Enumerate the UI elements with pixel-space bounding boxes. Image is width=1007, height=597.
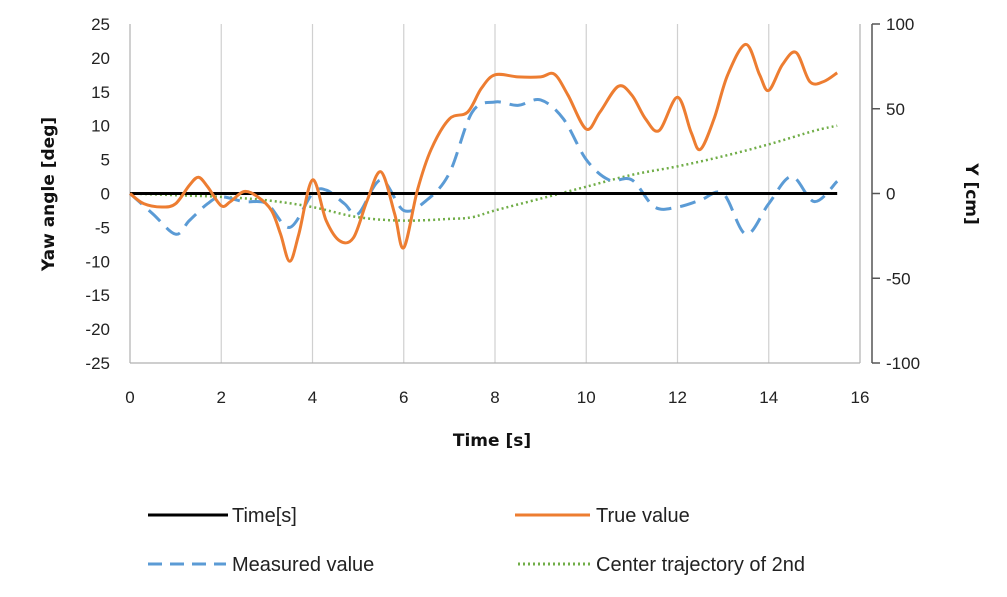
y-left-tick-label: -25 bbox=[85, 354, 110, 373]
y-right-tick-label: 100 bbox=[886, 15, 914, 34]
y-right-tick-label: 50 bbox=[886, 100, 905, 119]
y-left-tick-label: 15 bbox=[91, 83, 110, 102]
legend-label-time: Time[s] bbox=[232, 505, 297, 527]
x-tick-label: 10 bbox=[577, 388, 596, 407]
legend-label-measured-value: Measured value bbox=[232, 554, 374, 576]
x-tick-label: 16 bbox=[851, 388, 870, 407]
x-tick-label: 8 bbox=[490, 388, 499, 407]
y-right-tick-label: -50 bbox=[886, 269, 911, 288]
x-tick-label: 4 bbox=[308, 388, 317, 407]
series-line-true-value bbox=[129, 42, 839, 263]
y-left-tick-label: -10 bbox=[85, 252, 110, 271]
x-tick-label: 12 bbox=[668, 388, 687, 407]
tick-labels: 0 2 4 6 8 10 12 14 162520151050-5-10-15-20-25100… bbox=[85, 15, 920, 407]
x-tick-label: 0 bbox=[125, 388, 134, 407]
y-left-tick-label: 5 bbox=[101, 151, 110, 170]
legend-label-center-trajectory: Center trajectory of 2nd bbox=[596, 554, 805, 576]
y-left-tick-label: -15 bbox=[85, 286, 110, 305]
legend-label-true-value: True value bbox=[596, 505, 690, 527]
y-left-tick-label: 0 bbox=[101, 185, 110, 204]
y-right-tick-label: -100 bbox=[886, 354, 920, 373]
y-right-tick-label: 0 bbox=[886, 185, 895, 204]
y-left-tick-label: -5 bbox=[95, 218, 110, 237]
y-axis-right-title: Y [cm] bbox=[961, 162, 981, 225]
series-line-center-trajectory bbox=[129, 124, 838, 222]
y-axis-left-title: Yaw angle [deg] bbox=[39, 117, 59, 272]
axes bbox=[129, 23, 880, 364]
x-tick-label: 6 bbox=[399, 388, 408, 407]
x-tick-label: 2 bbox=[217, 388, 226, 407]
y-left-tick-label: 25 bbox=[91, 15, 110, 34]
x-axis-title: Time [s] bbox=[453, 431, 531, 451]
y-left-tick-label: 20 bbox=[91, 49, 110, 68]
x-tick-label: 14 bbox=[759, 388, 778, 407]
legend: Time[s] True value Measured value Center… bbox=[148, 505, 805, 576]
series-group bbox=[129, 42, 839, 263]
y-left-tick-label: 10 bbox=[91, 117, 110, 136]
y-left-tick-label: -20 bbox=[85, 320, 110, 339]
